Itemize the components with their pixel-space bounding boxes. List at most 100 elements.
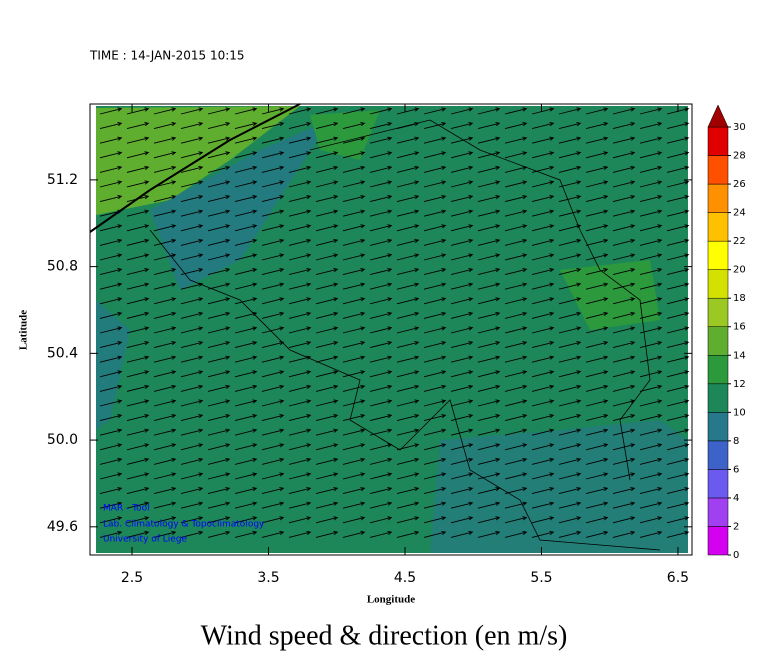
wind-arrow (612, 268, 636, 276)
wind-arrow (423, 341, 447, 349)
wind-arrow (531, 224, 555, 232)
wind-arrow (450, 107, 474, 115)
wind-arrow (99, 370, 123, 378)
wind-arrow (234, 443, 258, 451)
wind-arrow (612, 457, 636, 465)
field-patch (150, 120, 330, 290)
wind-arrow (153, 384, 177, 392)
wind-arrow (531, 384, 555, 392)
wind-arrow (369, 399, 393, 407)
wind-arrow (153, 224, 177, 232)
wind-arrow (666, 399, 690, 407)
wind-arrow (639, 180, 663, 188)
wind-arrow (315, 136, 339, 144)
wind-arrow (153, 136, 177, 144)
x-tick-label: 3.5 (257, 570, 279, 586)
wind-arrow (234, 414, 258, 422)
wind-arrow (153, 487, 177, 495)
wind-arrow (504, 501, 528, 509)
wind-arrow (666, 414, 690, 422)
wind-arrow (477, 268, 501, 276)
wind-arrow (234, 253, 258, 261)
wind-arrow (423, 384, 447, 392)
wind-arrow (477, 530, 501, 538)
wind-arrow (423, 428, 447, 436)
wind-arrow (477, 122, 501, 130)
wind-arrow (531, 195, 555, 203)
wind-arrow (261, 224, 285, 232)
wind-arrow (207, 253, 231, 261)
wind-arrow (288, 136, 312, 144)
wind-arrow (180, 311, 204, 319)
wind-arrow (450, 355, 474, 363)
wind-arrow (153, 268, 177, 276)
wind-arrow (342, 370, 366, 378)
wind-arrow (423, 195, 447, 203)
wind-arrow (612, 428, 636, 436)
wind-arrow (639, 384, 663, 392)
wind-arrow (585, 122, 609, 130)
wind-arrow (423, 268, 447, 276)
wind-arrow (558, 428, 582, 436)
wind-arrow (153, 472, 177, 480)
wind-arrow (585, 443, 609, 451)
wind-arrow (288, 501, 312, 509)
wind-arrow (450, 530, 474, 538)
wind-arrow (396, 501, 420, 509)
wind-arrow (288, 472, 312, 480)
wind-arrow (423, 253, 447, 261)
wind-arrow (450, 268, 474, 276)
colorbar-tick-label: 10 (733, 407, 746, 418)
wind-arrow (369, 428, 393, 436)
wind-arrow (639, 165, 663, 173)
wind-arrow (585, 180, 609, 188)
wind-arrow (342, 282, 366, 290)
wind-arrow (504, 165, 528, 173)
credit-line: University of Liege (103, 535, 188, 545)
wind-arrow (639, 282, 663, 290)
wind-arrow (423, 107, 447, 115)
wind-arrow (315, 238, 339, 246)
wind-arrow (585, 238, 609, 246)
colorbar-segment (707, 526, 729, 556)
wind-arrow (126, 501, 150, 509)
wind-arrow (288, 165, 312, 173)
wind-arrow (99, 195, 123, 203)
wind-arrow (234, 151, 258, 159)
wind-arrow (423, 224, 447, 232)
wind-arrow (342, 122, 366, 130)
wind-arrow (180, 195, 204, 203)
wind-arrow (315, 516, 339, 524)
wind-arrow (315, 195, 339, 203)
wind-arrow (558, 457, 582, 465)
x-tick-label: 6.5 (667, 570, 689, 586)
wind-arrow (531, 370, 555, 378)
colorbar-segment (707, 355, 729, 385)
wind-arrow (423, 122, 447, 130)
wind-arrow (450, 428, 474, 436)
wind-arrow (612, 165, 636, 173)
wind-arrow (261, 165, 285, 173)
wind-arrow (126, 297, 150, 305)
y-tick-label: 50.0 (47, 432, 78, 448)
wind-arrow (504, 341, 528, 349)
wind-arrow (126, 209, 150, 217)
wind-arrow (234, 472, 258, 480)
wind-arrow (99, 414, 123, 422)
wind-arrow (288, 384, 312, 392)
wind-arrow (180, 238, 204, 246)
wind-arrow (504, 238, 528, 246)
wind-arrow (99, 457, 123, 465)
wind-arrow (180, 297, 204, 305)
wind-arrow (666, 268, 690, 276)
wind-arrow (234, 122, 258, 130)
wind-arrow (234, 297, 258, 305)
x-axis-label: Longitude (367, 594, 415, 606)
wind-arrow (315, 457, 339, 465)
colorbar-tick-label: 22 (733, 236, 746, 247)
wind-arrow (153, 253, 177, 261)
credit-line: MAR - Tool (103, 504, 150, 514)
wind-arrow (288, 180, 312, 188)
wind-arrow (396, 487, 420, 495)
wind-arrow (666, 136, 690, 144)
